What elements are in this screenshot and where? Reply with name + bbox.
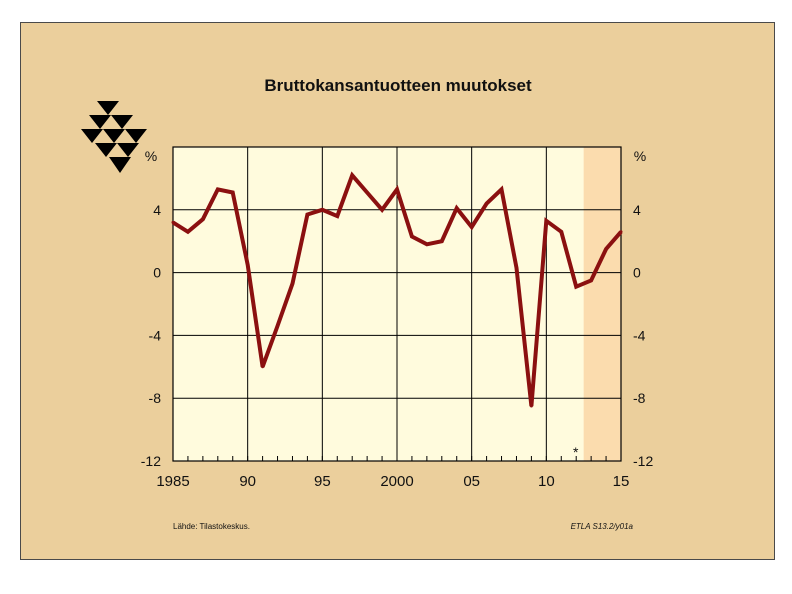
forecast-region [583,147,621,461]
data-point [410,234,414,238]
x-tick-label: 15 [613,473,630,490]
forecast-marker: * [573,444,579,460]
chart-code: ETLA S13.2/y01a [571,522,634,531]
chart-slide: Bruttokansantuotteen muutokset -12 -12 -8 -… [20,22,775,560]
data-point [305,213,309,217]
y-tick-label-left: -8 [149,390,162,406]
data-point [440,239,444,243]
data-point [290,282,294,286]
source-note: Lähde: Tilastokeskus. [173,522,250,531]
x-tick-label: 1985 [156,473,189,490]
x-tick-label: 05 [463,473,480,490]
data-point [276,324,280,328]
data-point [350,173,354,177]
data-point [485,202,489,206]
y-tick-label-left: 0 [153,265,161,281]
data-point [216,187,220,191]
data-point [395,187,399,191]
data-point [171,220,175,224]
y-tick-label-left: -12 [141,453,161,469]
data-point [335,214,339,218]
data-point [186,230,190,234]
data-point [455,206,459,210]
y-axis-unit-left: % [145,148,157,164]
chart-title: Bruttokansantuotteen muutokset [264,76,532,95]
y-tick-label-right: -12 [633,453,653,469]
data-point [425,242,429,246]
y-tick-label-right: 4 [633,202,641,218]
y-tick-label-right: -4 [633,327,646,343]
data-point [529,404,533,408]
data-point [470,225,474,229]
data-point [604,247,608,251]
plot-frame [172,146,622,462]
data-point [559,230,563,234]
x-tick-label: 90 [239,473,256,490]
etla-logo-icon [81,101,147,173]
data-point [380,208,384,212]
data-point [619,230,623,234]
y-tick-label-left: 4 [153,202,161,218]
data-point [574,285,578,289]
data-point [365,191,369,195]
x-tick-label: 2000 [380,473,413,490]
data-point [320,208,324,212]
data-point [231,191,235,195]
gdp-change-chart: Bruttokansantuotteen muutokset -12 -12 -8 -… [141,76,654,531]
data-point [500,187,504,191]
y-tick-label-right: -8 [633,390,646,406]
data-point [544,219,548,223]
data-point [261,365,265,369]
y-tick-label-right: 0 [633,265,641,281]
data-point [246,263,250,267]
x-tick-label: 95 [314,473,331,490]
data-point [514,266,518,270]
y-tick-label-left: -4 [149,327,162,343]
x-tick-label: 10 [538,473,555,490]
data-point [589,278,593,282]
data-point [201,217,205,221]
y-axis-unit-right: % [634,148,646,164]
